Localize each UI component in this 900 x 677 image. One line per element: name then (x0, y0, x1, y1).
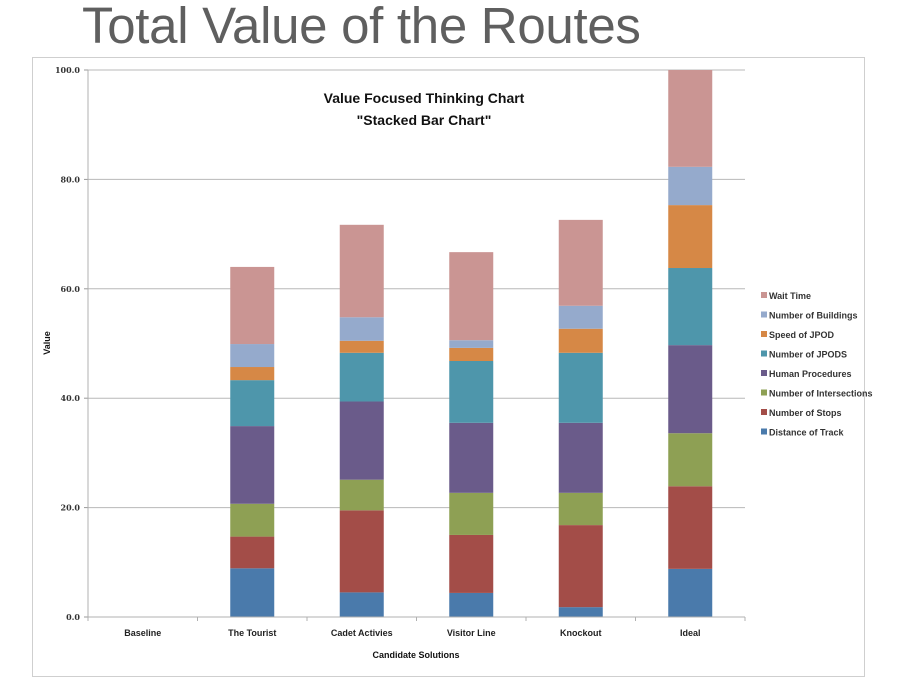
bar-segment (449, 492, 494, 535)
legend-item: Speed of JPOD (761, 330, 835, 340)
y-tick-label: 80.0 (61, 174, 81, 184)
legend-swatch (761, 389, 767, 396)
bar-segment (339, 592, 384, 617)
bar-segment (339, 401, 384, 480)
bar-segment (230, 426, 275, 504)
bar-segment (339, 224, 384, 318)
bar-segment (339, 317, 384, 341)
bar-segment (558, 492, 603, 526)
legend-label: Distance of Track (769, 428, 845, 438)
legend-label: Human Procedures (769, 369, 852, 379)
y-tick-label: 0.0 (66, 612, 80, 622)
y-tick-label: 20.0 (61, 503, 81, 513)
x-tick-label: Cadet Activies (331, 628, 393, 638)
legend-label: Number of Stops (769, 408, 842, 418)
bar-segment (339, 510, 384, 593)
bar-segment (339, 352, 384, 402)
legend-swatch (761, 331, 767, 337)
bar-segment (449, 592, 494, 617)
stacked-bar-chart: Value Focused Thinking Chart "Stacked Ba… (42, 65, 873, 660)
bar-segment (558, 525, 603, 608)
bar-segment (558, 422, 603, 493)
bar-segment (668, 166, 713, 206)
bar-segment (558, 305, 603, 329)
gridlines (88, 69, 745, 509)
y-axis-title: Value (42, 331, 52, 355)
bar-segment (558, 607, 603, 617)
legend-swatch (761, 428, 767, 435)
bar-segment (230, 503, 275, 537)
legend-item: Wait Time (761, 291, 811, 301)
bars (230, 70, 713, 617)
bar-segment (449, 534, 494, 593)
y-tick-label: 40.0 (61, 393, 81, 403)
legend-swatch (761, 311, 767, 318)
legend-label: Speed of JPOD (769, 330, 835, 340)
x-tick-labels: Baseline The Tourist Cadet Activies Visitor… (124, 628, 700, 638)
legend-item: Human Procedures (761, 369, 852, 379)
legend-swatch (761, 350, 767, 357)
bar-segment (668, 70, 713, 167)
bar-segment (230, 380, 275, 427)
bar-segment (449, 252, 494, 341)
bar-segment (230, 344, 275, 368)
bar-segment (449, 347, 494, 362)
legend-item: Number of Stops (761, 408, 842, 418)
x-tick-label: The Tourist (228, 628, 276, 638)
bar-segment (668, 433, 713, 487)
bar-segment (449, 340, 494, 348)
x-tick-label: Knockout (560, 628, 602, 638)
legend-label: Number of JPODS (769, 350, 847, 360)
y-tick-label: 100.0 (55, 65, 80, 75)
bar-segment (668, 486, 713, 569)
bar-segment (230, 266, 275, 345)
bar-segment (668, 268, 713, 346)
legend-label: Number of Intersections (769, 389, 873, 399)
x-tick-label: Visitor Line (447, 628, 496, 638)
legend-swatch (761, 409, 767, 415)
bar-segment (449, 361, 494, 423)
chart-subtitle: "Stacked Bar Chart" (357, 112, 492, 128)
x-tick-label: Ideal (680, 628, 701, 638)
axes (84, 69, 746, 621)
bar-segment (230, 367, 275, 381)
y-tick-label: 60.0 (61, 284, 81, 294)
legend-swatch (761, 292, 767, 298)
bar-segment (668, 205, 713, 269)
bar-segment (558, 352, 603, 423)
bar-segment (558, 219, 603, 306)
bar-segment (449, 422, 494, 493)
bar-segment (558, 328, 603, 353)
x-axis-title: Candidate Solutions (372, 650, 459, 660)
bar-segment (230, 568, 275, 617)
legend-label: Number of Buildings (769, 311, 858, 321)
legend-label: Wait Time (769, 291, 811, 301)
chart-title: Value Focused Thinking Chart (324, 90, 525, 106)
bar-segment (668, 568, 713, 617)
legend-item: Number of Intersections (761, 389, 873, 399)
legend-swatch (761, 370, 767, 376)
legend-item: Number of JPODS (761, 350, 847, 360)
bar-segment (339, 479, 384, 511)
legend: Wait Time Number of Buildings Speed of JPO… (761, 291, 873, 438)
x-tick-label: Baseline (124, 628, 161, 638)
legend-item: Number of Buildings (761, 311, 858, 321)
bar-segment (668, 345, 713, 434)
bar-segment (339, 340, 384, 353)
legend-item: Distance of Track (761, 428, 845, 438)
y-tick-labels: 0.0 20.0 40.0 60.0 80.0 100.0 (55, 65, 80, 622)
slide-title: Total Value of the Routes (82, 0, 641, 54)
bar-segment (230, 536, 275, 569)
